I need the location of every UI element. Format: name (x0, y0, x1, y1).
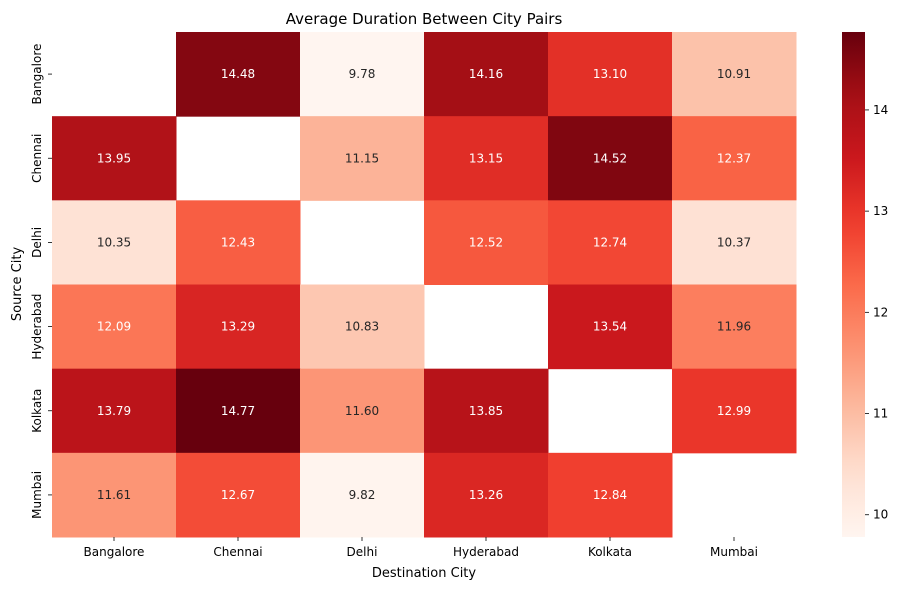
x-tick-label: Bangalore (84, 545, 145, 559)
cell-value-label: 13.29 (221, 320, 255, 334)
x-axis: Bangalore Chennai Delhi Hyderabad Kolkata Mum… (84, 537, 758, 559)
cell-value-label: 13.15 (469, 151, 503, 165)
y-tick-label: Mumbai (30, 471, 44, 519)
chart-title: Average Duration Between City Pairs (286, 10, 563, 28)
cell-value-label: 11.60 (345, 404, 379, 418)
heatmap-cell (548, 452, 673, 538)
cell-value-label: 12.37 (717, 151, 751, 165)
heatmap-cell (672, 368, 797, 454)
colorbar-tick-label: 14 (873, 103, 888, 117)
colorbar-tick-label: 10 (873, 508, 888, 522)
heatmap-cell (300, 32, 425, 117)
y-tick-label: Delhi (30, 227, 44, 258)
cell-value-label: 14.52 (593, 151, 627, 165)
heatmap-cell (424, 368, 549, 454)
cell-value-label: 13.54 (593, 320, 627, 334)
heatmap-cell (424, 200, 549, 285)
heatmap-cell (300, 284, 425, 370)
x-axis-label: Destination City (372, 566, 477, 581)
cell-value-label: 10.91 (717, 67, 751, 81)
cell-value-label: 9.78 (349, 67, 376, 81)
heatmap-cell (300, 368, 425, 454)
cell-value-label: 11.96 (717, 320, 751, 334)
heatmap-cell (424, 116, 549, 201)
heatmap-cell (424, 452, 549, 538)
x-tick-label: Mumbai (710, 545, 758, 559)
colorbar-tick-label: 11 (873, 407, 888, 421)
heatmap-cell (52, 284, 177, 370)
cell-value-label: 12.52 (469, 235, 503, 249)
heatmap-cell (300, 452, 425, 538)
colorbar-gradient (842, 32, 865, 537)
cell-value-label: 13.95 (97, 151, 131, 165)
heatmap-cell (176, 200, 301, 285)
cell-value-label: 12.09 (97, 320, 131, 334)
cell-value-label: 12.84 (593, 488, 627, 502)
cell-value-label: 13.10 (593, 67, 627, 81)
heatmap-cell (176, 284, 301, 370)
heatmap-cell (548, 116, 673, 201)
cell-value-label: 9.82 (349, 488, 376, 502)
x-tick-label: Chennai (213, 545, 262, 559)
heatmap-cell (548, 284, 673, 370)
heatmap-cells: 14.48 9.78 14.16 13.10 10.91 13.95 11.15 13.15 1… (52, 32, 797, 538)
heatmap-cell (548, 32, 673, 117)
heatmap-cell (176, 368, 301, 454)
colorbar-tick-label: 12 (873, 305, 888, 319)
heatmap-cell (52, 452, 177, 538)
cell-value-label: 14.48 (221, 67, 255, 81)
cell-value-label: 11.61 (97, 488, 131, 502)
cell-value-label: 12.67 (221, 488, 255, 502)
heatmap-cell (176, 452, 301, 538)
cell-value-label: 10.37 (717, 235, 751, 249)
x-tick-label: Delhi (347, 545, 378, 559)
heatmap-cell (672, 32, 797, 117)
heatmap-cell (672, 200, 797, 285)
colorbar-tick-label: 13 (873, 204, 888, 218)
colorbar: 10 11 12 13 14 (842, 32, 888, 537)
y-axis-label: Source City (10, 247, 25, 322)
heatmap-cell (672, 116, 797, 201)
y-tick-label: Hyderabad (30, 294, 44, 360)
x-tick-label: Hyderabad (453, 545, 519, 559)
heatmap-cell (300, 116, 425, 201)
cell-value-label: 13.79 (97, 404, 131, 418)
x-tick-label: Kolkata (588, 545, 632, 559)
cell-value-label: 10.83 (345, 320, 379, 334)
cell-value-label: 12.99 (717, 404, 751, 418)
y-tick-label: Chennai (30, 134, 44, 183)
y-tick-label: Kolkata (30, 389, 44, 433)
cell-value-label: 14.77 (221, 404, 255, 418)
cell-value-label: 13.85 (469, 404, 503, 418)
cell-value-label: 12.43 (221, 235, 255, 249)
heatmap-cell (52, 200, 177, 285)
cell-value-label: 11.15 (345, 151, 379, 165)
cell-value-label: 14.16 (469, 67, 503, 81)
cell-value-label: 12.74 (593, 235, 627, 249)
y-axis: Bangalore Chennai Delhi Hyderabad Kolkata Mum… (30, 44, 52, 519)
heatmap-cell (424, 32, 549, 117)
cell-value-label: 10.35 (97, 235, 131, 249)
y-tick-label: Bangalore (30, 44, 44, 105)
heatmap-cell (52, 116, 177, 201)
heatmap-cell (176, 32, 301, 117)
cell-value-label: 13.26 (469, 488, 503, 502)
heatmap-cell (672, 284, 797, 370)
colorbar-ticks: 10 11 12 13 14 (865, 103, 888, 522)
heatmap-cell (548, 200, 673, 285)
heatmap-cell (52, 368, 177, 454)
